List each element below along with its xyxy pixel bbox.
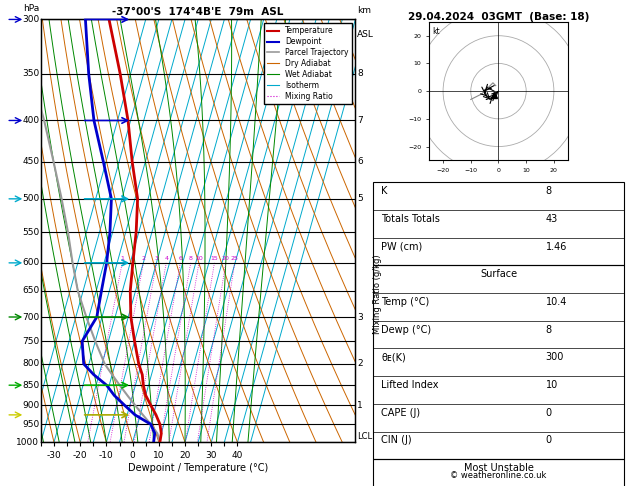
Text: 6: 6 — [179, 256, 182, 261]
Text: 6: 6 — [357, 157, 363, 166]
Text: 8: 8 — [189, 256, 192, 261]
Text: Most Unstable: Most Unstable — [464, 463, 533, 473]
Text: LCL: LCL — [357, 433, 372, 441]
X-axis label: Dewpoint / Temperature (°C): Dewpoint / Temperature (°C) — [128, 463, 268, 473]
Text: 10: 10 — [545, 380, 558, 390]
Legend: Temperature, Dewpoint, Parcel Trajectory, Dry Adiabat, Wet Adiabat, Isotherm, Mi: Temperature, Dewpoint, Parcel Trajectory… — [264, 23, 352, 104]
Text: 29.04.2024  03GMT  (Base: 18): 29.04.2024 03GMT (Base: 18) — [408, 12, 589, 22]
Text: 600: 600 — [22, 259, 39, 267]
Text: Lifted Index: Lifted Index — [381, 380, 438, 390]
Text: PW (cm): PW (cm) — [381, 242, 422, 252]
Text: 1: 1 — [120, 256, 124, 261]
Text: 3: 3 — [155, 256, 159, 261]
Text: 2: 2 — [357, 359, 362, 368]
Text: 350: 350 — [22, 69, 39, 78]
Bar — [373, 182, 624, 265]
Text: 750: 750 — [22, 337, 39, 346]
Text: hPa: hPa — [23, 4, 39, 13]
Text: 0: 0 — [545, 435, 552, 446]
Text: 7: 7 — [357, 116, 363, 125]
Text: 8: 8 — [545, 186, 552, 196]
Text: CAPE (J): CAPE (J) — [381, 408, 420, 418]
Text: 300: 300 — [22, 15, 39, 24]
Text: K: K — [381, 186, 387, 196]
Text: 20: 20 — [222, 256, 230, 261]
Text: Mixing Ratio (g/kg): Mixing Ratio (g/kg) — [373, 255, 382, 334]
Text: 0: 0 — [545, 408, 552, 418]
Text: 15: 15 — [211, 256, 218, 261]
Text: 850: 850 — [22, 381, 39, 390]
Text: 43: 43 — [545, 214, 558, 224]
Bar — [373, 459, 624, 486]
Text: 1: 1 — [357, 401, 363, 410]
Text: 500: 500 — [22, 194, 39, 203]
Text: 8: 8 — [545, 325, 552, 335]
Text: 400: 400 — [22, 116, 39, 125]
Text: Dewp (°C): Dewp (°C) — [381, 325, 431, 335]
Text: ASL: ASL — [357, 30, 374, 39]
Text: 450: 450 — [22, 157, 39, 166]
Text: Surface: Surface — [480, 269, 517, 279]
Text: 800: 800 — [22, 359, 39, 368]
Text: θᴇ(K): θᴇ(K) — [381, 352, 406, 363]
Text: Temp (°C): Temp (°C) — [381, 297, 429, 307]
Bar — [373, 265, 624, 459]
Text: 700: 700 — [22, 312, 39, 322]
Text: km: km — [357, 6, 371, 15]
Text: 1000: 1000 — [16, 438, 39, 447]
Text: 5: 5 — [357, 194, 363, 203]
Text: 2: 2 — [142, 256, 145, 261]
Text: 8: 8 — [357, 69, 363, 78]
Text: 3: 3 — [357, 312, 363, 322]
Text: 25: 25 — [231, 256, 238, 261]
Text: 1.46: 1.46 — [545, 242, 567, 252]
Text: 10.4: 10.4 — [545, 297, 567, 307]
Text: 4: 4 — [164, 256, 168, 261]
Text: 10: 10 — [195, 256, 203, 261]
Text: kt: kt — [432, 27, 440, 36]
Text: 950: 950 — [22, 420, 39, 429]
Text: © weatheronline.co.uk: © weatheronline.co.uk — [450, 471, 547, 480]
Title: -37°00'S  174°4B'E  79m  ASL: -37°00'S 174°4B'E 79m ASL — [113, 7, 284, 17]
Text: CIN (J): CIN (J) — [381, 435, 411, 446]
Text: 550: 550 — [22, 228, 39, 237]
Text: 900: 900 — [22, 401, 39, 410]
Text: 650: 650 — [22, 286, 39, 295]
Text: Totals Totals: Totals Totals — [381, 214, 440, 224]
Text: 300: 300 — [545, 352, 564, 363]
